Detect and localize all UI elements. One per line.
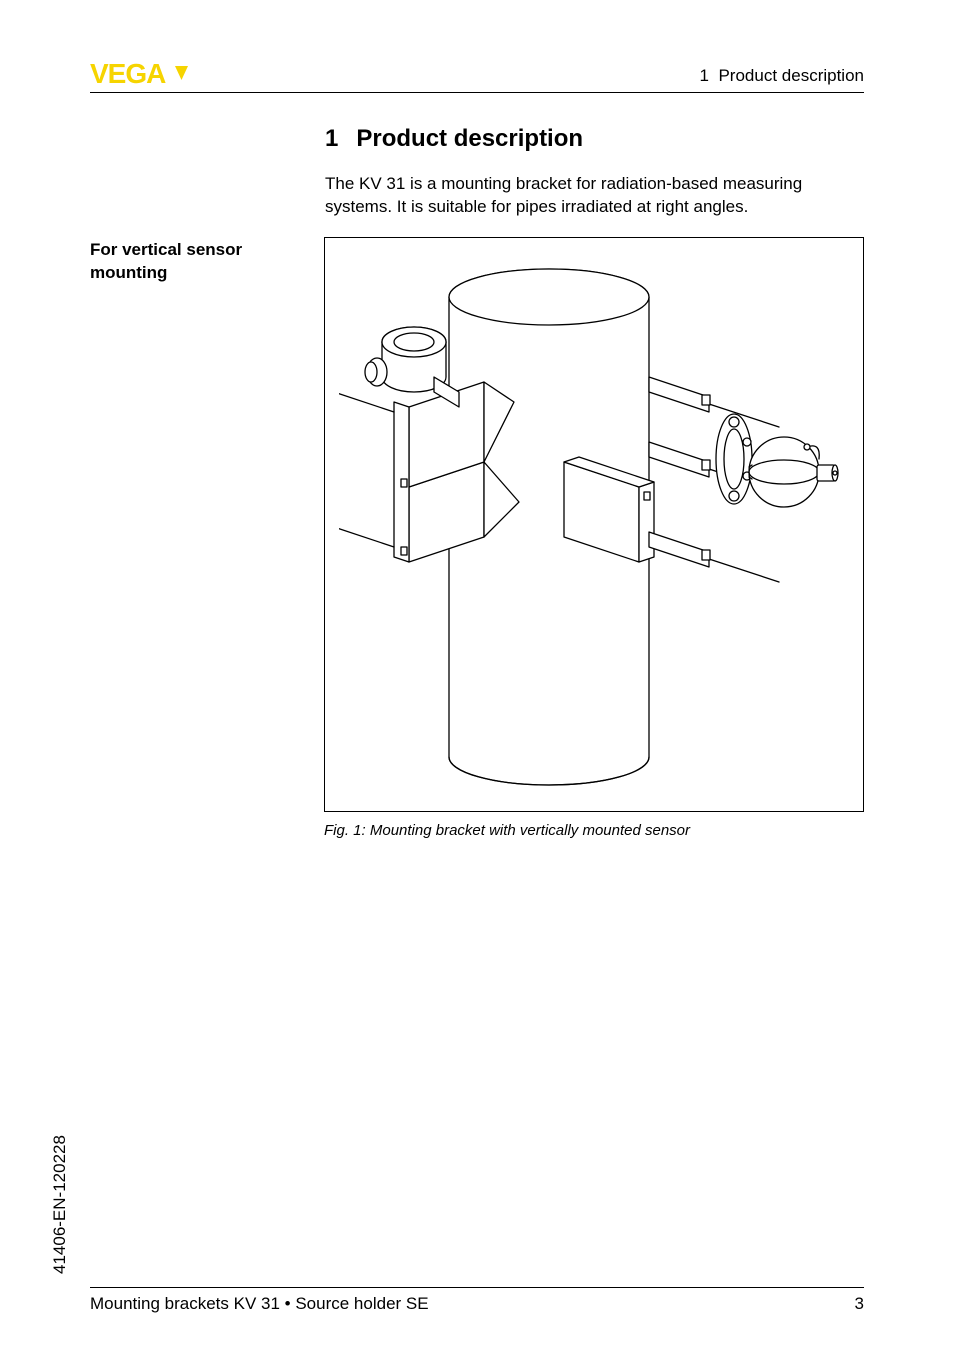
header-breadcrumb: 1 Product description: [700, 66, 864, 90]
two-column-layout: For vertical sensor mounting: [90, 237, 864, 839]
heading-title: Product description: [356, 125, 583, 152]
svg-text:VEGA: VEGA: [90, 58, 166, 89]
breadcrumb-number: 1: [700, 66, 709, 85]
page-content: 1 Product description The KV 31 is a moun…: [90, 125, 864, 839]
margin-label: For vertical sensor mounting: [90, 237, 324, 285]
technical-drawing: [339, 247, 849, 802]
section-heading: 1 Product description: [325, 125, 864, 153]
margin-label-line2: mounting: [90, 263, 167, 282]
figure-area: Fig. 1: Mounting bracket with vertically…: [324, 237, 864, 839]
vega-logo: VEGA: [90, 58, 210, 90]
caption-text: Mounting bracket with vertically mounted…: [370, 822, 690, 839]
document-id: 41406-EN-120228: [50, 1135, 70, 1274]
figure-frame: [324, 237, 864, 812]
breadcrumb-title: Product description: [718, 66, 864, 85]
figure-caption: Fig. 1: Mounting bracket with vertically…: [324, 822, 864, 839]
page-header: VEGA 1 Product description: [90, 58, 864, 93]
intro-paragraph: The KV 31 is a mounting bracket for radi…: [325, 173, 864, 219]
margin-label-line1: For vertical sensor: [90, 240, 242, 259]
page-footer: Mounting brackets KV 31 • Source holder …: [90, 1287, 864, 1314]
page-number: 3: [855, 1294, 864, 1314]
caption-prefix: Fig. 1:: [324, 822, 366, 839]
footer-title: Mounting brackets KV 31 • Source holder …: [90, 1294, 429, 1314]
heading-number: 1: [325, 125, 338, 152]
